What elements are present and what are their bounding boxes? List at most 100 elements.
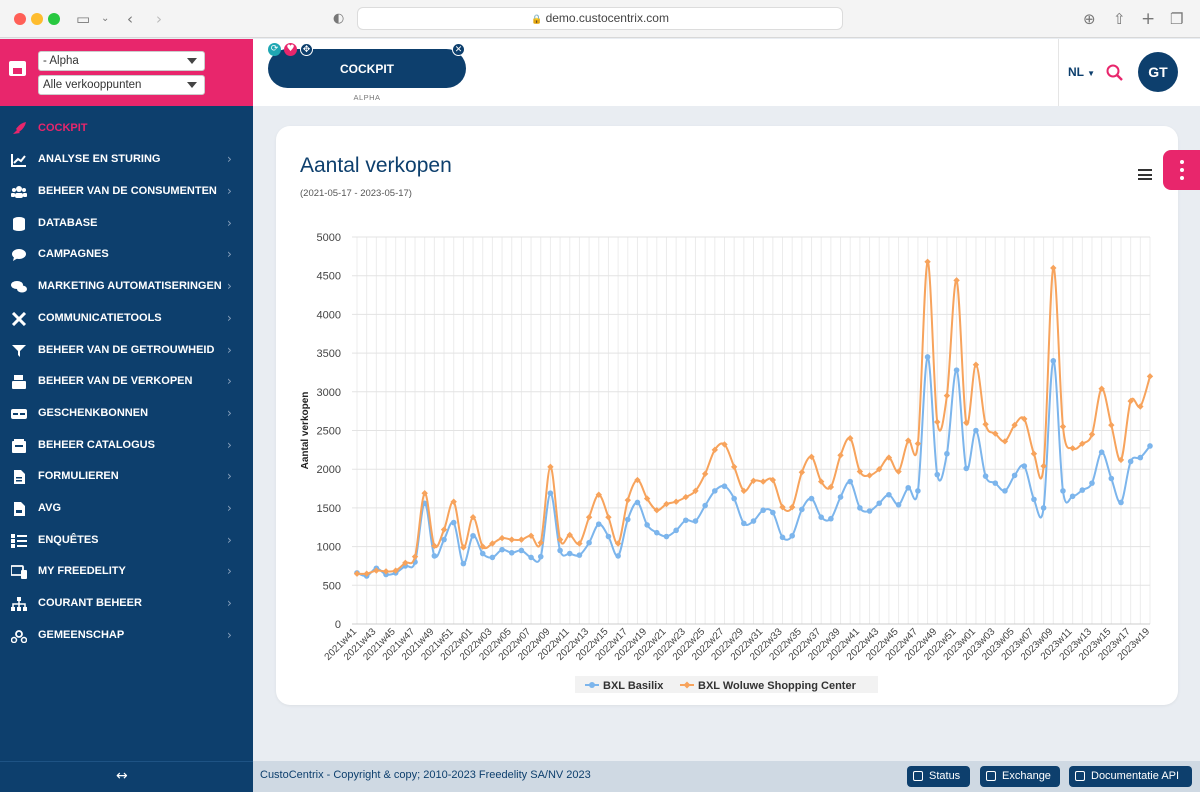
- sidebar-toggle-icon[interactable]: ▭: [76, 10, 91, 28]
- y-tick-label: 1000: [317, 542, 341, 554]
- search-icon[interactable]: [1106, 64, 1123, 81]
- footer-copyright: CustoCentrix - Copyright & copy; 2010-20…: [260, 769, 591, 781]
- data-point: [499, 546, 505, 553]
- y-tick-label: 4000: [317, 309, 341, 321]
- back-icon[interactable]: ‹: [127, 10, 133, 28]
- external-link-icon: [986, 771, 996, 781]
- data-point: [1147, 443, 1153, 449]
- expand-icon[interactable]: ✥: [300, 43, 313, 56]
- new-tab-icon[interactable]: +: [1141, 9, 1156, 29]
- data-point: [1021, 463, 1028, 469]
- data-point: [479, 550, 486, 557]
- data-point: [924, 258, 931, 265]
- zoom-window-button[interactable]: [48, 13, 60, 25]
- shield-icon[interactable]: ◐: [333, 11, 345, 26]
- external-link-icon: [913, 771, 923, 781]
- chevron-right-icon: ›: [227, 247, 232, 261]
- data-point: [537, 539, 544, 546]
- data-point: [353, 570, 361, 577]
- user-avatar[interactable]: GT: [1138, 52, 1178, 92]
- data-point: [1127, 397, 1134, 405]
- sidebar-item-analyse[interactable]: ANALYSE EN STURING ›: [0, 145, 253, 176]
- sidebar-item-geschenkbonnen[interactable]: GESCHENKBONNEN ›: [0, 399, 253, 430]
- chevron-right-icon: ›: [227, 628, 232, 642]
- legend-box: [575, 676, 878, 693]
- data-point: [441, 536, 447, 543]
- sidebar-item-consumenten[interactable]: BEHEER VAN DE CONSUMENTEN ›: [0, 177, 253, 208]
- side-options-tab[interactable]: [1163, 150, 1200, 190]
- cockpit-tab-label: COCKPIT: [340, 62, 394, 76]
- language-value: NL: [1068, 65, 1084, 79]
- legend-label: BXL Basilix: [603, 680, 664, 692]
- pos-select[interactable]: Alle verkooppunten: [38, 75, 205, 95]
- data-point: [876, 500, 883, 507]
- sidebar-item-catalogus[interactable]: BEHEER CATALOGUS ›: [0, 431, 253, 462]
- sidebar-item-formulieren[interactable]: FORMULIEREN ›: [0, 462, 253, 493]
- sitemap-icon: [11, 597, 27, 611]
- status-button[interactable]: Status: [907, 766, 970, 787]
- cockpit-tab[interactable]: COCKPIT: [268, 49, 466, 88]
- sidebar-item-gemeenschap[interactable]: GEMEENSCHAP ›: [0, 621, 253, 652]
- minimize-window-button[interactable]: [31, 13, 43, 25]
- data-point: [1040, 505, 1047, 511]
- sidebar-item-label: COMMUNICATIETOOLS: [38, 312, 162, 324]
- users-icon: [11, 186, 27, 198]
- sidebar-item-avg[interactable]: AVG ›: [0, 494, 253, 525]
- heart-icon[interactable]: ♥: [284, 43, 297, 56]
- sidebar-item-cockpit[interactable]: COCKPIT: [0, 114, 253, 145]
- expand-collapse-icon[interactable]: ↔: [116, 768, 128, 784]
- lock-icon: 🔒: [531, 14, 543, 24]
- data-point: [1021, 415, 1028, 423]
- data-point: [731, 495, 737, 502]
- share-icon[interactable]: ⇧: [1113, 10, 1126, 28]
- data-point: [605, 533, 612, 540]
- chevron-down-icon[interactable]: ⌄: [101, 13, 110, 24]
- language-select[interactable]: NL ▼: [1068, 65, 1095, 79]
- data-point: [760, 507, 766, 514]
- close-icon[interactable]: ✕: [452, 43, 465, 56]
- sidebar-item-campagnes[interactable]: CAMPAGNES ›: [0, 240, 253, 271]
- url-bar[interactable]: 🔒 demo.custocentrix.com: [357, 7, 843, 30]
- sidebar-item-label: BEHEER VAN DE CONSUMENTEN: [38, 185, 217, 197]
- store-select[interactable]: - Alpha: [38, 51, 205, 71]
- data-point: [885, 454, 893, 461]
- sidebar-item-my-freedelity[interactable]: MY FREEDELITY ›: [0, 557, 253, 588]
- sidebar-item-database[interactable]: DATABASE ›: [0, 209, 253, 240]
- download-icon[interactable]: ⊕: [1083, 10, 1096, 28]
- tabs-overview-icon[interactable]: ❐: [1170, 10, 1184, 28]
- data-point: [769, 476, 777, 484]
- data-point: [411, 553, 419, 560]
- data-point: [489, 554, 496, 561]
- chart-card: [276, 126, 1178, 705]
- header-divider: [1058, 39, 1059, 106]
- sidebar-item-verkopen[interactable]: BEHEER VAN DE VERKOPEN ›: [0, 367, 253, 398]
- sidebar-item-enquetes[interactable]: ENQUÊTES ›: [0, 526, 253, 557]
- sidebar-item-label: AVG: [38, 502, 62, 514]
- exchange-button[interactable]: Exchange: [980, 766, 1060, 787]
- data-point: [953, 277, 960, 284]
- external-link-icon: [1075, 771, 1085, 781]
- data-point: [1002, 488, 1008, 494]
- devices-icon: [11, 565, 27, 579]
- data-point: [672, 498, 680, 505]
- sidebar-item-courant-beheer[interactable]: COURANT BEHEER ›: [0, 589, 253, 620]
- close-window-button[interactable]: [14, 13, 26, 25]
- chart-menu-icon[interactable]: [1138, 169, 1152, 180]
- data-point: [895, 468, 902, 475]
- sidebar-item-communicatietools[interactable]: COMMUNICATIETOOLS ›: [0, 304, 253, 335]
- chevron-right-icon: ›: [227, 438, 232, 452]
- catalog-icon: [12, 439, 26, 453]
- y-tick-label: 3000: [317, 387, 341, 399]
- url-text: demo.custocentrix.com: [545, 11, 669, 25]
- refresh-icon[interactable]: ⟳: [268, 43, 281, 56]
- api-docs-button[interactable]: Documentatie API: [1069, 766, 1192, 787]
- y-tick-label: 2500: [317, 426, 341, 438]
- y-tick-label: 3500: [317, 348, 341, 360]
- chart-subtitle: (2021-05-17 - 2023-05-17): [300, 188, 412, 199]
- pos-select-value: Alle verkooppunten: [43, 79, 142, 91]
- dot-icon: [1180, 160, 1184, 164]
- data-point: [963, 465, 970, 472]
- sidebar-item-marketing-automatiseringen[interactable]: MARKETING AUTOMATISERINGEN ›: [0, 272, 253, 303]
- sidebar-item-getrouwheid[interactable]: BEHEER VAN DE GETROUWHEID ›: [0, 336, 253, 367]
- forward-icon[interactable]: ›: [156, 10, 162, 28]
